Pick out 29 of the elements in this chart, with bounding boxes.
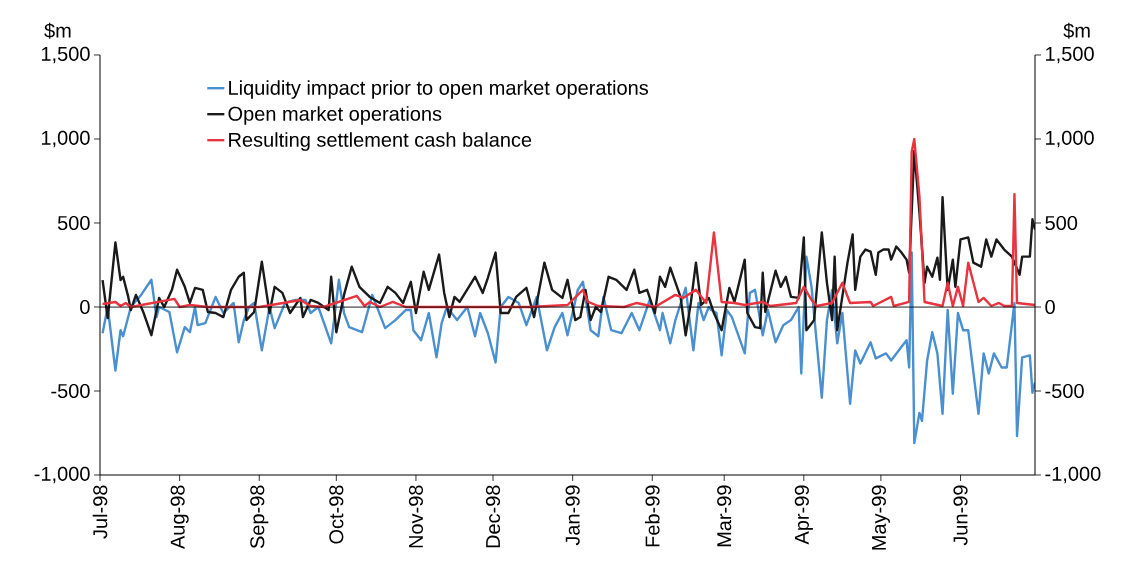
y-tick-label: -500 bbox=[51, 383, 90, 399]
x-tick-label: Oct-98 bbox=[329, 485, 344, 544]
x-tick-label: Feb-99 bbox=[644, 485, 660, 547]
y-tick-label: 0 bbox=[80, 299, 90, 315]
y2-tick-label: 1,000 bbox=[1046, 130, 1094, 148]
x-tick-label: Jun-99 bbox=[953, 485, 968, 546]
x-tick-label: Aug-98 bbox=[170, 485, 189, 549]
legend-label: Liquidity impact prior to open market operations bbox=[229, 80, 649, 99]
x-tick-label: Mar-99 bbox=[717, 485, 732, 547]
x-tick-label: Apr-99 bbox=[794, 485, 813, 545]
y-tick-label: 500 bbox=[57, 215, 90, 231]
x-tick-label: Dec-98 bbox=[485, 485, 501, 548]
y-tick-label: 1,500 bbox=[41, 46, 90, 64]
x-tick-label: May-99 bbox=[871, 485, 890, 550]
legend-label: Open market operations bbox=[228, 106, 442, 125]
legend-label: Resulting settlement cash balance bbox=[229, 132, 532, 151]
x-tick-label: Jan-99 bbox=[565, 485, 580, 546]
y-axis-title: $m bbox=[44, 22, 71, 39]
y2-tick-label: 1,500 bbox=[1046, 46, 1094, 64]
x-tick-label: Nov-98 bbox=[408, 485, 424, 548]
y2-tick-label: 0 bbox=[1045, 299, 1055, 315]
y-tick-label: -1,000 bbox=[34, 466, 90, 484]
y2-tick-label: -500 bbox=[1045, 383, 1084, 399]
x-tick-label: Sep-98 bbox=[250, 485, 269, 549]
x-tick-label: Jul-98 bbox=[92, 485, 108, 539]
y2-axis-title: $m bbox=[1063, 22, 1090, 39]
y2-tick-label: -1,000 bbox=[1045, 466, 1101, 484]
y-tick-label: 1,000 bbox=[41, 130, 90, 148]
y2-tick-label: 500 bbox=[1045, 215, 1078, 231]
